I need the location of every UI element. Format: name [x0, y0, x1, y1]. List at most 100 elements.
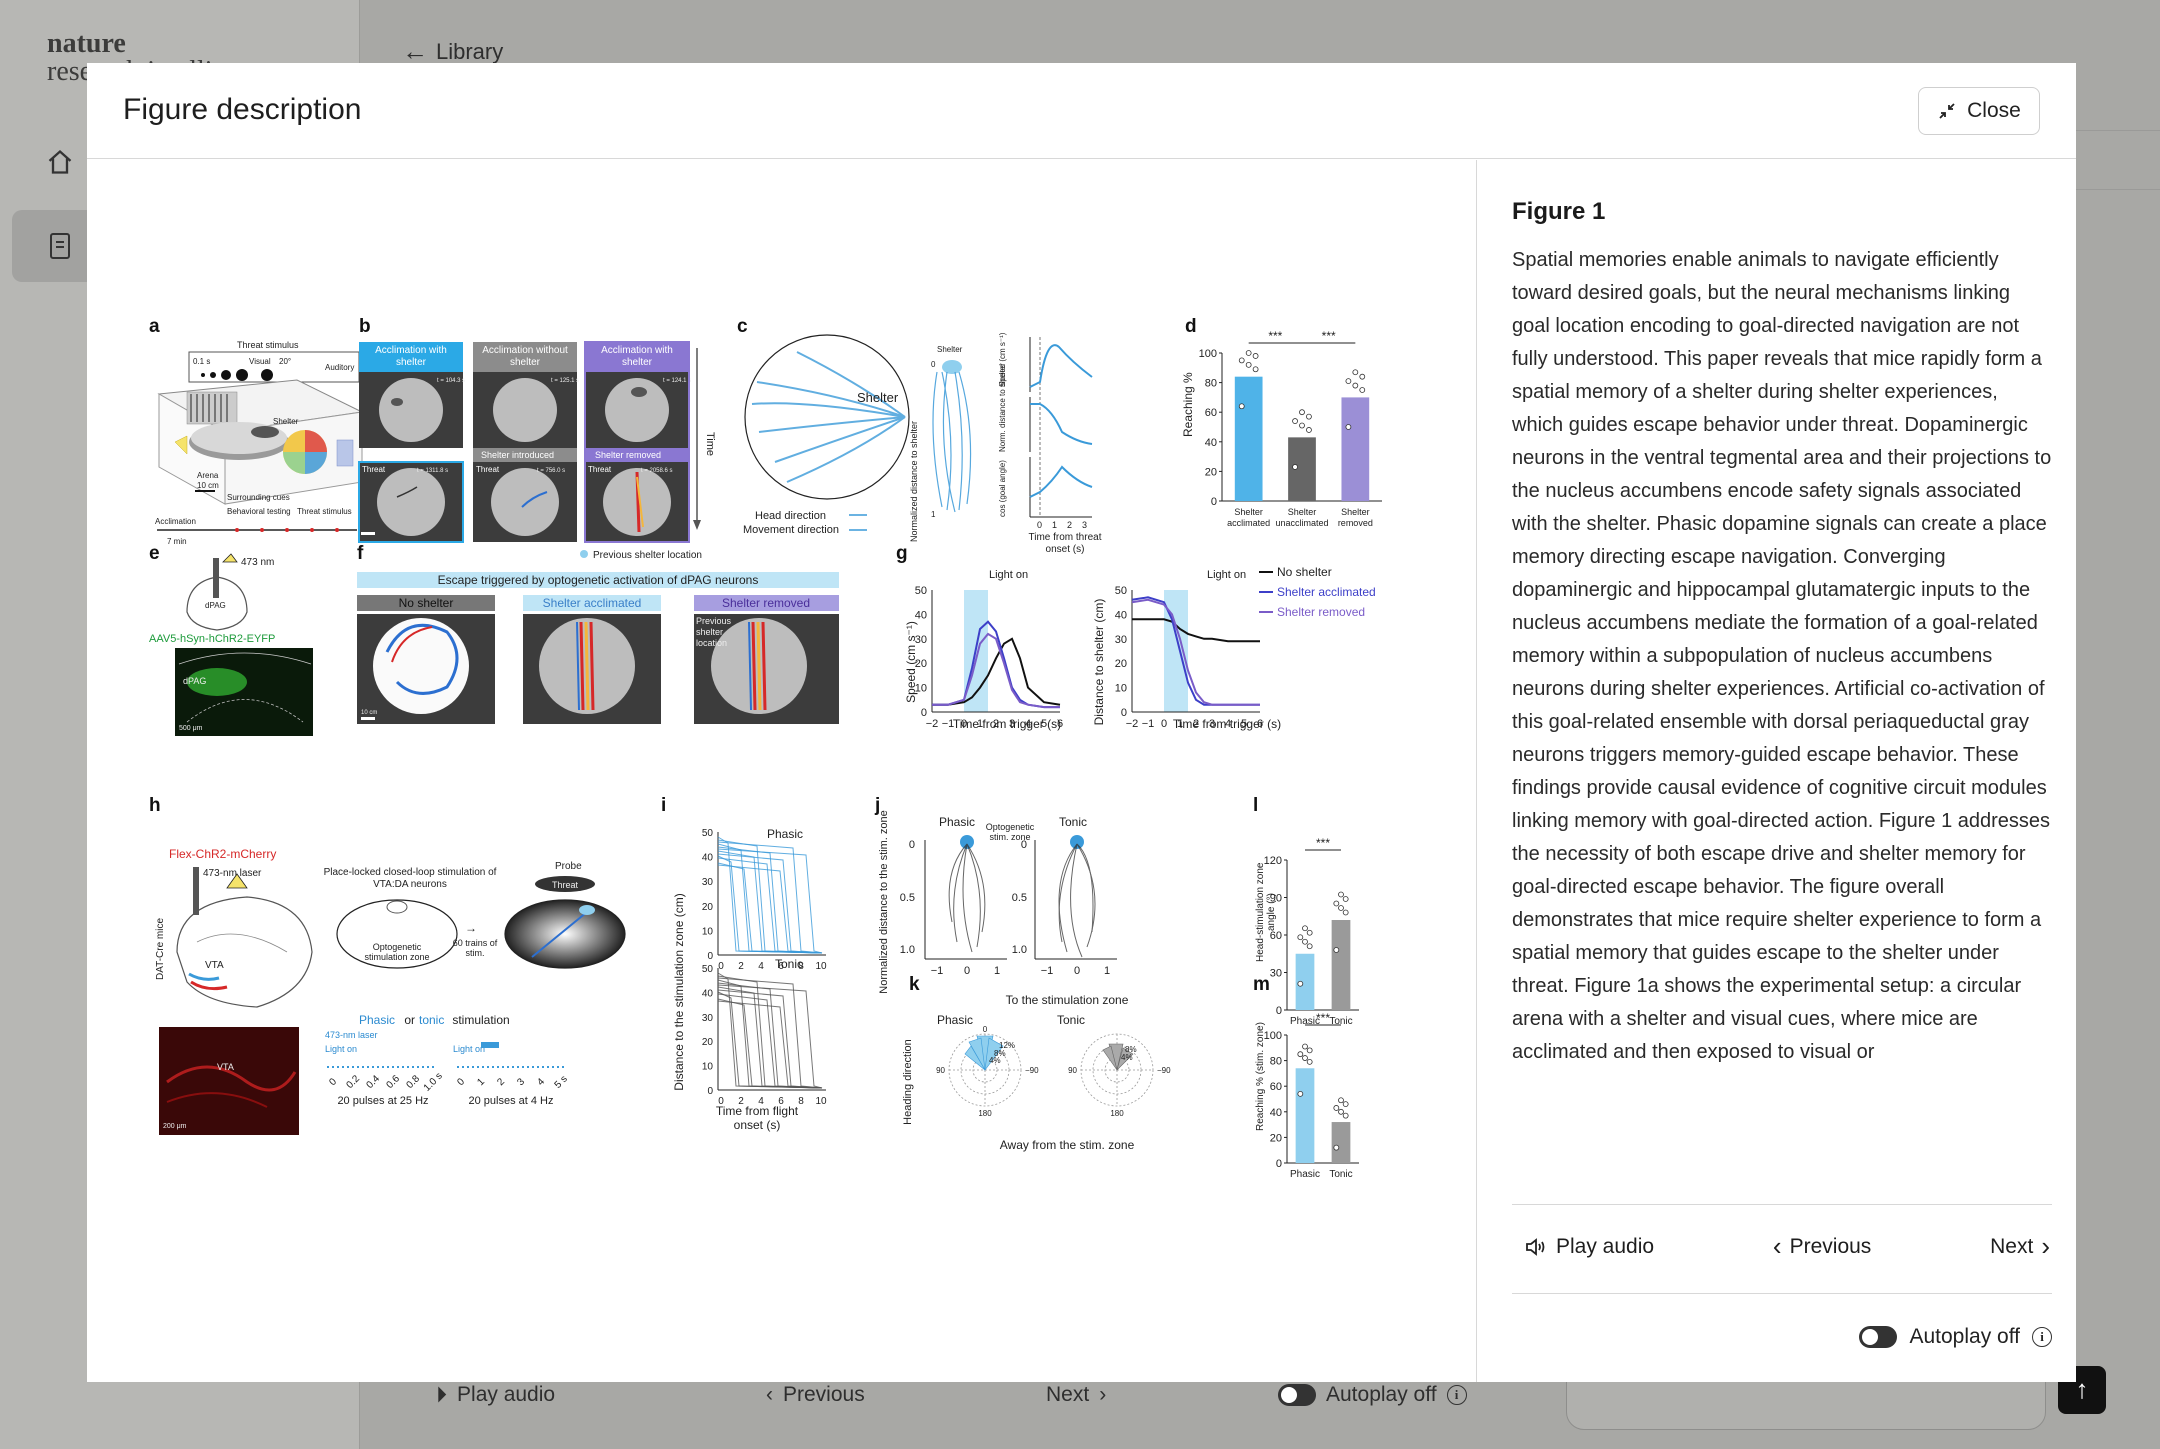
autoplay-toggle[interactable] — [1859, 1326, 1898, 1348]
f-title: Escape triggered by optogenetic activati… — [438, 573, 759, 587]
c-xtick-2: 2 — [1067, 520, 1072, 530]
i1-ytick: 0 — [707, 951, 713, 962]
l-point — [1338, 905, 1344, 911]
c-head-direction: Head direction — [755, 510, 826, 522]
l-xlabel: Tonic — [1329, 1016, 1352, 1027]
h-construct: Flex-ChR2-mCherry — [169, 847, 276, 861]
j2-ytick-2: 1.0 — [1012, 944, 1027, 956]
a-behavioral-testing: Behavioral testing — [227, 507, 291, 516]
e-region-top: dPAG — [205, 601, 226, 610]
info-icon[interactable]: i — [2032, 1327, 2052, 1347]
i2-xtick: 2 — [738, 1096, 744, 1107]
d-point — [1359, 373, 1366, 380]
bg-play-audio[interactable]: ⏵ Play audio — [436, 1382, 766, 1408]
e-scale: 500 μm — [179, 725, 203, 732]
g1-xtick: −1 — [942, 718, 955, 730]
c-y-norm-dist: Normalized distance to shelter — [909, 421, 919, 542]
m-ytick: 80 — [1270, 1056, 1282, 1068]
h-light-on-1: Light on — [325, 1044, 357, 1054]
i1-ytick: 30 — [702, 877, 714, 888]
g1-series-line — [932, 637, 1061, 706]
description-scroll[interactable]: Figure 1 Spatial memories enable animals… — [1512, 180, 2052, 1205]
h-pulses2: 20 pulses at 4 Hz — [469, 1095, 554, 1107]
bg-autoplay[interactable]: Autoplay off i — [1278, 1383, 1467, 1407]
panel-label-d: d — [1185, 316, 1197, 337]
j-y-label: Normalized distance to the stim. zone — [878, 810, 890, 993]
document-icon[interactable] — [48, 232, 72, 260]
previous-label: Previous — [1789, 1234, 1872, 1258]
g1-xtick: 1 — [977, 718, 983, 730]
l-ytick: 30 — [1270, 968, 1282, 980]
logo-line-1: nature — [47, 28, 126, 59]
e-wavelength: 473 nm — [241, 557, 274, 568]
d-point — [1238, 357, 1245, 364]
i1-trace — [717, 857, 823, 954]
back-to-library[interactable]: ← Library — [402, 36, 503, 67]
m-bar — [1331, 1122, 1351, 1163]
k-top: To the stimulation zone — [1006, 993, 1129, 1007]
h-trains: 60 trains of stim. — [452, 938, 498, 958]
d-point — [1306, 413, 1312, 420]
h-scale: 200 μm — [163, 1123, 187, 1130]
bg-previous[interactable]: ‹ Previous — [766, 1383, 1046, 1407]
panel-label-e: e — [149, 543, 160, 564]
g1-xtick: −2 — [926, 718, 939, 730]
m-point — [1333, 1144, 1340, 1151]
g1-ytick: 10 — [915, 683, 927, 695]
m-point — [1297, 1051, 1304, 1058]
panel-label-h: h — [149, 795, 161, 816]
l-point — [1342, 896, 1349, 902]
previous-button[interactable]: ‹ Previous — [1773, 1231, 1871, 1262]
bg-next[interactable]: Next › — [1046, 1383, 1278, 1407]
i1-ytick: 40 — [702, 853, 714, 864]
panel-a: Threat stimulus 0.1 s Visual 20° Auditor… — [155, 340, 364, 546]
k-angle-90: 90 — [936, 1066, 945, 1075]
i2-ytick: 40 — [702, 988, 714, 999]
l-point — [1306, 929, 1313, 936]
i1-xtick: 8 — [798, 961, 804, 972]
j-xtick-1: 0 — [964, 965, 970, 977]
panel-h: Flex-ChR2-mCherry 473-nm laser DAT-Cre m… — [155, 847, 626, 1135]
h-arrow: → — [465, 921, 477, 935]
h-light-on-2: Light on — [453, 1044, 485, 1054]
home-icon[interactable] — [46, 148, 74, 176]
d-point — [1345, 424, 1352, 430]
chevron-right-icon: › — [1099, 1383, 1107, 1406]
d-point — [1299, 409, 1305, 416]
a-threat-stimulus: Threat stimulus — [237, 340, 299, 350]
info-icon[interactable]: i — [1446, 1385, 1467, 1405]
h-tick-label: 3 — [515, 1076, 527, 1088]
close-button[interactable]: Close — [1918, 87, 2040, 135]
m-point — [1342, 1101, 1349, 1108]
k-pct-4: 4% — [989, 1056, 1001, 1065]
g-legend-acclimated: Shelter acclimated — [1277, 585, 1376, 599]
l-point — [1297, 934, 1304, 941]
next-button[interactable]: Next › — [1990, 1231, 2050, 1262]
i1-trace — [717, 853, 823, 954]
play-audio-button[interactable]: Play audio — [1524, 1235, 1654, 1259]
b-previous-location: Previous shelter location — [593, 550, 702, 561]
bg-play-audio-label: Play audio — [457, 1383, 556, 1406]
g1-ytick: 0 — [921, 707, 927, 719]
d-point — [1245, 361, 1252, 368]
h-probe: Probe — [555, 861, 582, 872]
e-virus: AAV5-hSyn-hChR2-EYFP — [149, 633, 275, 645]
j-phasic: Phasic — [939, 815, 975, 829]
toggle-icon[interactable] — [1278, 1384, 1316, 1406]
h-pulses1: 20 pulses at 25 Hz — [337, 1095, 428, 1107]
h-tick-label: 5 s — [553, 1074, 570, 1091]
panel-label-k: k — [909, 974, 920, 995]
g2-xtick: 5 — [1241, 718, 1247, 730]
b-t6: t = 2058.6 s — [641, 468, 673, 474]
d-point — [1238, 403, 1245, 410]
g1-xtick: 6 — [1057, 718, 1063, 730]
d-point — [1252, 366, 1259, 373]
j2-ytick-1: 0.5 — [1012, 892, 1027, 904]
k-pct-12: 12% — [999, 1041, 1015, 1050]
c-cos-label: cos (goal angle) — [998, 460, 1007, 517]
d-point — [1299, 422, 1305, 429]
a-7min: 7 min — [167, 537, 187, 546]
d-point — [1352, 369, 1359, 376]
c-xtick-3: 3 — [1082, 520, 1087, 530]
